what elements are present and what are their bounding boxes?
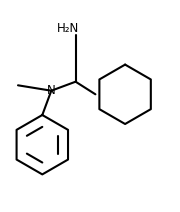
Text: N: N: [47, 84, 56, 97]
Text: H₂N: H₂N: [57, 22, 80, 35]
